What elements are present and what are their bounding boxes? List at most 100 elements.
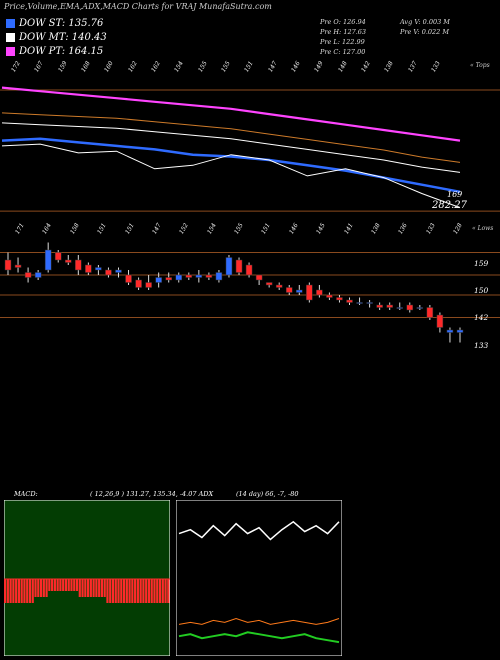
macd-bar-4 bbox=[15, 579, 18, 603]
macd-bar-39 bbox=[111, 579, 115, 603]
macd-bar-44 bbox=[125, 579, 128, 603]
mid-tick-7: 154 bbox=[205, 222, 218, 236]
chart-title: Price,Volume,EMA,ADX,MACD Charts for VRA… bbox=[4, 2, 272, 11]
candle-body-44 bbox=[446, 329, 454, 333]
tops-label: « Tops bbox=[470, 62, 490, 69]
macd-bar-7 bbox=[23, 579, 26, 603]
candlestick-chart bbox=[0, 242, 500, 343]
macd-bar-58 bbox=[164, 579, 167, 603]
macd-bar-0 bbox=[4, 579, 7, 603]
legend-dow-st: DOW ST: 135.76 bbox=[6, 18, 103, 29]
mid-tick-5: 147 bbox=[150, 222, 163, 236]
macd-bar-33 bbox=[95, 579, 98, 597]
candle-body-3 bbox=[34, 272, 42, 278]
mid-tick-13: 138 bbox=[369, 222, 382, 236]
ohlc-open: Pre O: 126.94 bbox=[320, 18, 366, 26]
macd-bar-18 bbox=[53, 579, 56, 591]
macd-bar-17 bbox=[51, 579, 54, 591]
candle-body-21 bbox=[215, 272, 223, 281]
adx-bg bbox=[176, 500, 342, 656]
candle-body-17 bbox=[175, 274, 183, 281]
candle-body-7 bbox=[75, 259, 82, 271]
ohlc-pre-volume: Pre V: 0.022 M bbox=[400, 28, 450, 36]
macd-bar-2 bbox=[9, 579, 12, 603]
candle-body-6 bbox=[65, 259, 72, 263]
ohlc-close: Pre C: 127.00 bbox=[320, 48, 366, 56]
level-label-150: 150 bbox=[474, 286, 489, 295]
candle-body-18 bbox=[185, 274, 193, 278]
macd-bar-54 bbox=[153, 579, 156, 603]
macd-bar-3 bbox=[12, 579, 15, 603]
macd-bar-52 bbox=[147, 579, 151, 603]
macd-bar-19 bbox=[56, 579, 59, 591]
mid-tick-4: 151 bbox=[123, 222, 136, 236]
macd-bar-8 bbox=[26, 579, 29, 603]
level-label-159: 159 bbox=[474, 259, 489, 268]
macd-bar-9 bbox=[28, 579, 32, 603]
mid-tick-1: 164 bbox=[41, 222, 54, 236]
candle-body-19 bbox=[195, 274, 203, 278]
macd-bar-36 bbox=[103, 579, 106, 597]
macd-bar-57 bbox=[161, 579, 164, 603]
level-label-142: 142 bbox=[474, 313, 489, 322]
macd-label: MACD: bbox=[14, 490, 38, 498]
macd-bar-20 bbox=[59, 579, 62, 591]
macd-bar-56 bbox=[158, 579, 162, 603]
candle-body-0 bbox=[4, 259, 12, 271]
macd-bar-37 bbox=[106, 579, 109, 603]
mid-tick-16: 128 bbox=[452, 222, 464, 236]
macd-chart bbox=[4, 500, 170, 656]
candle-body-15 bbox=[155, 277, 162, 283]
adx-chart bbox=[176, 500, 342, 656]
candle-body-23 bbox=[235, 259, 243, 273]
macd-bar-26 bbox=[75, 579, 79, 591]
ema-series-1 bbox=[1, 122, 461, 173]
macd-bar-23 bbox=[67, 579, 70, 591]
macd-values: ( 12,26,9 ) 131.27, 135.34, -4.07 ADX bbox=[90, 490, 214, 498]
mid-tick-10: 146 bbox=[287, 222, 300, 236]
candle-body-25 bbox=[255, 274, 263, 281]
candle-body-28 bbox=[285, 287, 293, 293]
candle-body-33 bbox=[336, 297, 343, 301]
macd-bar-38 bbox=[109, 579, 112, 603]
candle-body-24 bbox=[245, 264, 253, 276]
macd-bar-55 bbox=[156, 579, 159, 603]
macd-bg bbox=[4, 500, 170, 656]
mid-tick-12: 141 bbox=[342, 222, 355, 236]
mid-tick-9: 151 bbox=[260, 222, 273, 236]
macd-bar-21 bbox=[62, 579, 65, 591]
legend-dow-pt: DOW PT: 164.15 bbox=[6, 46, 103, 57]
macd-bar-45 bbox=[128, 579, 131, 603]
candle-body-27 bbox=[275, 284, 283, 288]
mid-tick-8: 155 bbox=[233, 222, 245, 236]
macd-bar-41 bbox=[117, 579, 120, 603]
macd-bar-13 bbox=[39, 579, 43, 597]
mid-tick-2: 158 bbox=[68, 222, 81, 236]
candle-body-9 bbox=[95, 267, 102, 271]
candle-body-45 bbox=[456, 329, 464, 333]
macd-bar-12 bbox=[37, 579, 40, 597]
mid-tick-15: 133 bbox=[424, 222, 437, 236]
mid-tick-6: 152 bbox=[178, 222, 191, 236]
legend-label-pt: DOW PT: 164.15 bbox=[19, 46, 104, 57]
macd-bar-28 bbox=[81, 579, 84, 597]
candle-body-5 bbox=[54, 252, 62, 261]
candle-body-2 bbox=[24, 272, 32, 278]
candle-body-4 bbox=[44, 249, 52, 271]
mid-tick-14: 136 bbox=[397, 222, 410, 236]
macd-bar-48 bbox=[136, 579, 139, 603]
level-label-133: 133 bbox=[474, 341, 489, 350]
mid-tick-3: 151 bbox=[96, 222, 108, 236]
macd-bar-51 bbox=[145, 579, 148, 603]
ohlc-low: Pre L: 122.99 bbox=[320, 38, 365, 46]
macd-bar-50 bbox=[142, 579, 145, 603]
macd-bar-49 bbox=[139, 579, 142, 603]
adx-series-0 bbox=[178, 520, 340, 541]
macd-bar-32 bbox=[92, 579, 95, 597]
macd-bar-22 bbox=[64, 579, 68, 591]
macd-bar-29 bbox=[84, 579, 87, 597]
macd-bar-35 bbox=[100, 579, 103, 597]
legend-swatch-mt bbox=[6, 33, 15, 42]
candle-body-26 bbox=[265, 282, 273, 286]
ema-series-3 bbox=[1, 143, 461, 209]
